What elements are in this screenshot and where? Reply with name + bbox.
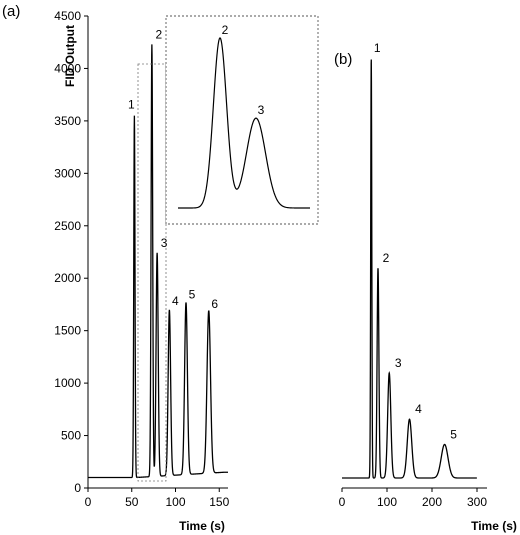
inset-peak-labels: 23 (222, 23, 265, 117)
panel-b-x-tick-label: 200 (422, 495, 442, 509)
panel-a-peak-labels: 1 2 3 4 5 6 (128, 27, 218, 311)
panel-a-y-tick-label: 3000 (54, 166, 81, 180)
panel-b-peak-label: 4 (415, 402, 422, 416)
panel-b-x-tick-label: 100 (377, 495, 397, 509)
panel-b-x-axis-label: Time (s) (471, 519, 517, 533)
panel-a-y-tick-label: 1000 (54, 376, 81, 390)
panel-b-chromatogram-trace (342, 59, 477, 479)
panel-a-zoom-region-box (137, 63, 167, 482)
panel-a-peak-label: 5 (189, 287, 196, 301)
panel-a-x-axis-label: Time (s) (179, 519, 225, 533)
panel-b-peak-label: 1 (374, 41, 381, 55)
panel-a: (a) 050010001500200025003000350040004500… (2, 3, 230, 533)
panel-a-y-ticks: 0 500 1000 1500 2000 2500 3000 3500 4000 4500 (54, 9, 88, 495)
panel-b-x-tick-label: 300 (467, 495, 487, 509)
panel-a-label: (a) (2, 3, 20, 20)
panel-a-x-tick-label: 0 (85, 495, 92, 509)
panel-b: (b) 0 100 200 300 Time (s) 1 2 3 4 5 (334, 41, 517, 533)
inset-chromatogram-trace (178, 36, 310, 209)
panel-a-peak-label: 6 (211, 297, 218, 311)
panel-a-inset: 23 (165, 15, 319, 225)
panel-b-peak-label: 3 (395, 356, 402, 370)
panel-a-y-tick-label: 4500 (54, 9, 81, 23)
panel-a-y-tick-label: 2500 (54, 219, 81, 233)
panel-a-x-tick-label: 50 (125, 495, 139, 509)
panel-a-y-axis-label: FID Output (63, 25, 77, 87)
panel-a-peak-label: 4 (172, 294, 179, 308)
panel-b-peak-labels: 1 2 3 4 5 (374, 41, 457, 441)
panel-b-peak-label: 5 (450, 427, 457, 441)
panel-a-y-tick-label: 4000 (54, 61, 81, 75)
panel-b-peak-label: 2 (383, 251, 390, 265)
panel-a-y-tick-label: 500 (61, 429, 81, 443)
inset-peak-label: 3 (258, 103, 265, 117)
panel-a-peak-label: 1 (128, 98, 135, 112)
panel-b-x-tick-label: 0 (339, 495, 346, 509)
panel-a-peak-label: 3 (161, 236, 168, 250)
panel-b-x-ticks: 0 100 200 300 (339, 488, 487, 509)
panel-a-x-ticks: 0 50 100 150 (85, 488, 230, 509)
panel-a-y-tick-label: 1500 (54, 324, 81, 338)
panel-a-y-tick-label: 3500 (54, 114, 81, 128)
panel-a-peak-label: 2 (156, 27, 163, 41)
panel-a-y-tick-label: 2000 (54, 271, 81, 285)
inset-peak-label: 2 (222, 23, 229, 37)
panel-a-y-tick-label: 0 (74, 481, 81, 495)
panel-a-x-tick-label: 100 (165, 495, 185, 509)
panel-a-x-tick-label: 150 (209, 495, 229, 509)
inset-frame (165, 15, 319, 225)
panel-b-label: (b) (334, 51, 352, 68)
panel-a-chromatogram-trace (88, 44, 228, 479)
